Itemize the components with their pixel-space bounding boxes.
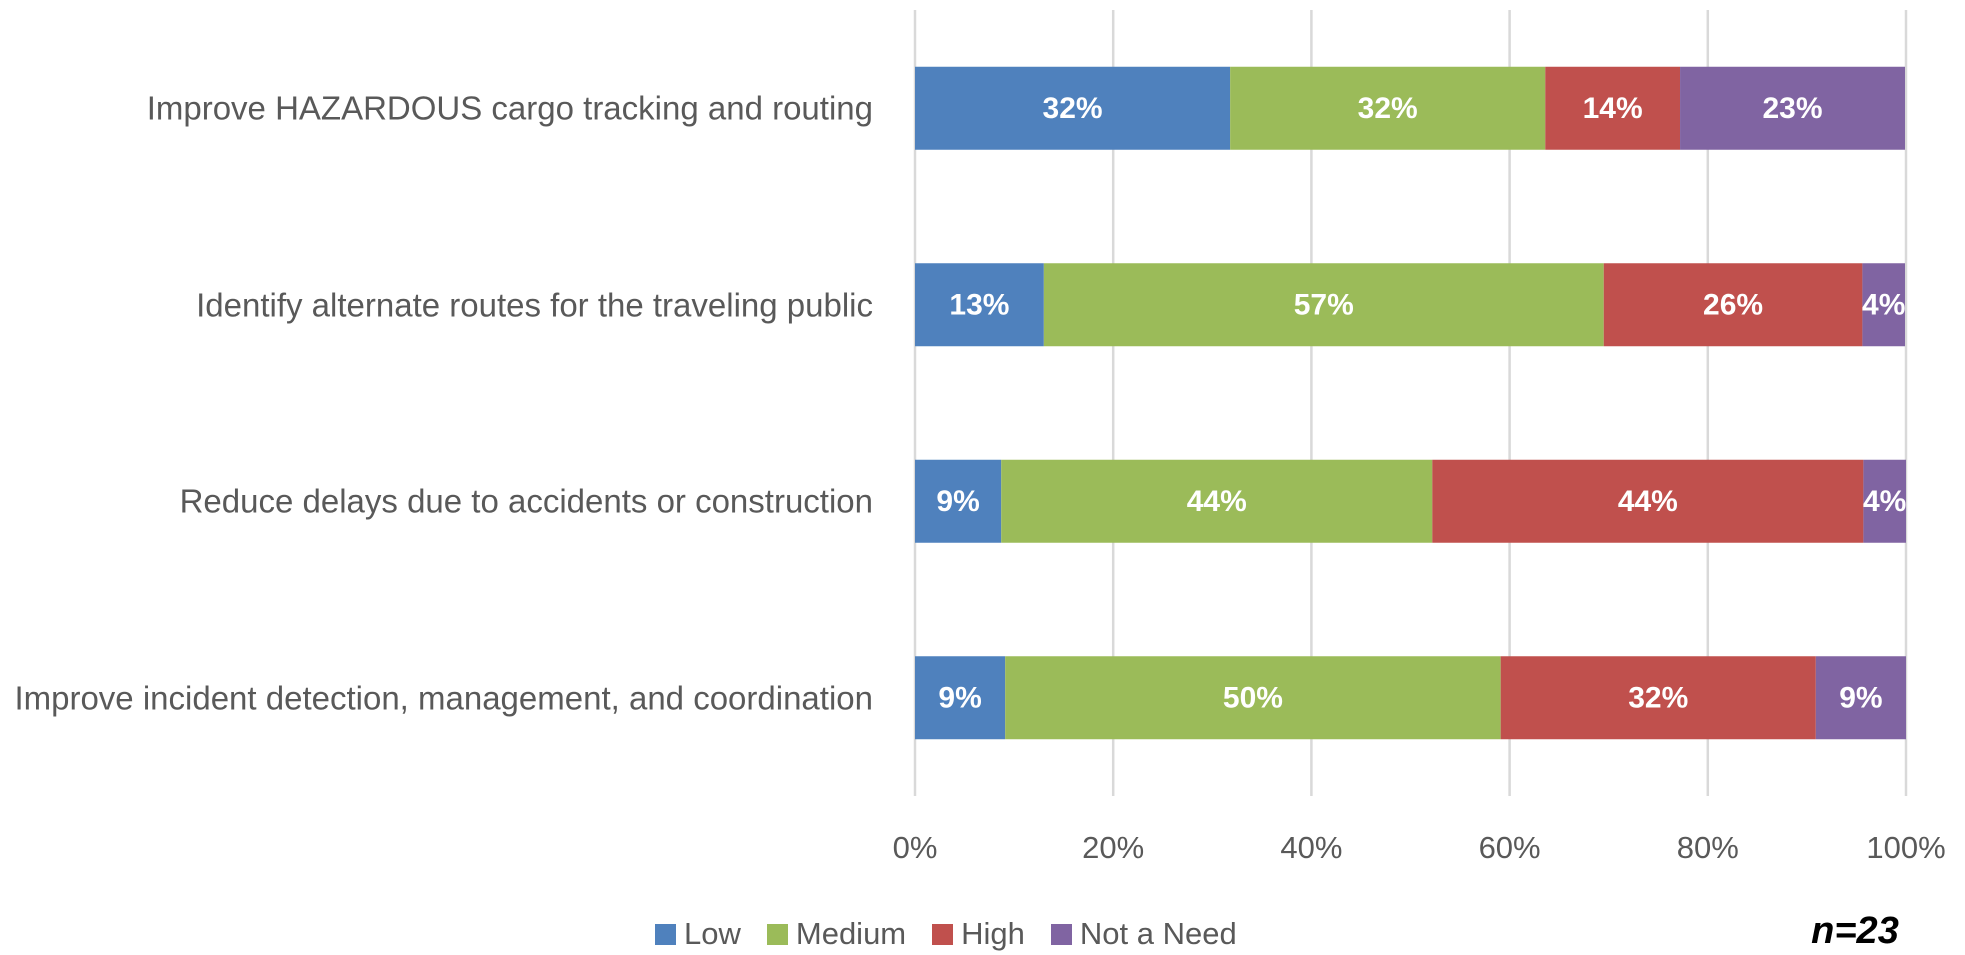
bar-segment	[1001, 459, 1433, 543]
bar-segment	[1432, 459, 1864, 543]
bar-segment	[1500, 656, 1816, 740]
data-label: 13%	[949, 289, 1009, 322]
legend-swatch	[766, 923, 788, 945]
bar-segment	[1862, 263, 1906, 347]
x-tick-label: 80%	[1677, 830, 1739, 865]
legend-item: Low	[655, 916, 741, 952]
bar-segment	[915, 66, 1231, 150]
bar-segment	[1815, 656, 1906, 740]
data-label: 44%	[1618, 485, 1678, 518]
x-tick-label: 0%	[893, 830, 938, 865]
x-tick-label: 40%	[1280, 830, 1342, 865]
category-label: Improve HAZARDOUS cargo tracking and rou…	[146, 89, 873, 127]
legend-label: High	[961, 916, 1025, 951]
data-label: 14%	[1583, 92, 1643, 125]
legend-swatch	[932, 923, 954, 945]
legend-swatch	[1050, 923, 1072, 945]
x-tick-label: 60%	[1479, 830, 1541, 865]
data-label: 4%	[1862, 289, 1905, 322]
bar-segment	[915, 656, 1006, 740]
data-label: 32%	[1628, 682, 1688, 715]
legend-label: Medium	[795, 916, 907, 951]
category-label: Reduce delays due to accidents or constr…	[179, 482, 873, 520]
bar-segment	[915, 459, 1002, 543]
bar-segment	[1603, 263, 1863, 347]
legend-swatch	[655, 923, 676, 945]
legend: Low Medium High Not a Need	[655, 916, 1263, 952]
data-label: 32%	[1043, 92, 1103, 125]
data-label: 9%	[936, 485, 979, 518]
legend-item: Medium	[766, 916, 907, 952]
bar-segment	[1005, 656, 1501, 740]
legend-item: Not a Need	[1050, 916, 1237, 952]
x-tick-label: 100%	[1866, 830, 1945, 865]
data-label: 9%	[1839, 682, 1882, 715]
legend-item: High	[932, 916, 1025, 952]
category-label: Improve incident detection, management, …	[14, 679, 873, 717]
category-label: Identify alternate routes for the travel…	[196, 286, 873, 324]
data-label: 32%	[1358, 92, 1418, 125]
bar-segment	[915, 263, 1044, 347]
legend-label: Not a Need	[1079, 916, 1237, 951]
bar-segment	[1863, 459, 1906, 543]
data-label: 50%	[1223, 682, 1283, 715]
bar-segment	[1680, 66, 1906, 150]
annotation: n=23	[1811, 910, 1899, 952]
bar-segment	[1043, 263, 1604, 347]
data-label: 57%	[1294, 289, 1354, 322]
data-label: 23%	[1763, 92, 1823, 125]
bar-segment	[1545, 66, 1681, 150]
x-tick-label: 20%	[1082, 830, 1144, 865]
data-label: 44%	[1187, 485, 1247, 518]
legend-label: Low	[684, 916, 741, 951]
data-label: 4%	[1863, 485, 1906, 518]
data-label: 26%	[1703, 289, 1763, 322]
bar-segment	[1230, 66, 1546, 150]
data-label: 9%	[938, 682, 981, 715]
